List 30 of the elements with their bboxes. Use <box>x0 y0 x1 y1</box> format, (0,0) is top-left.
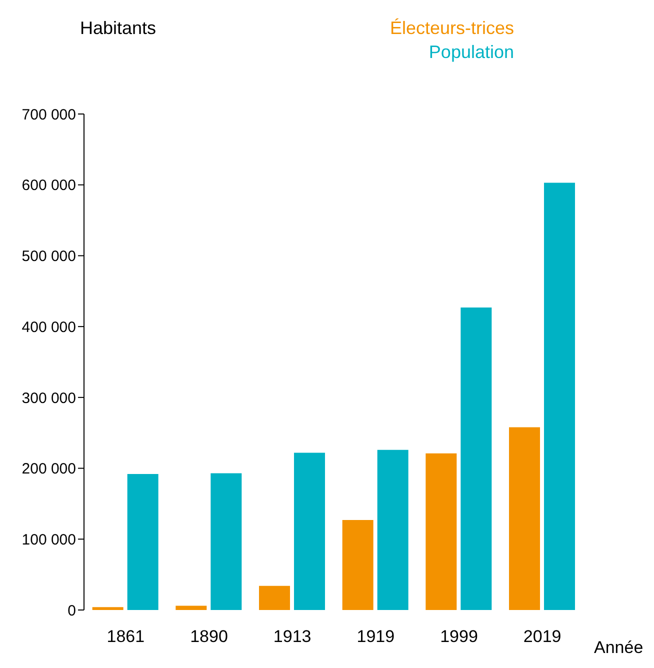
bar <box>544 182 575 610</box>
bar <box>210 473 242 610</box>
y-tick-label: 0 <box>68 602 76 620</box>
bar <box>294 452 325 610</box>
y-tick-label: 600 000 <box>22 177 76 194</box>
x-tick-label: 1890 <box>190 627 228 646</box>
bar <box>259 586 290 610</box>
x-axis-title: Année <box>594 638 644 658</box>
bar <box>92 607 124 610</box>
bar <box>176 606 207 610</box>
x-tick-label: 1919 <box>356 627 395 646</box>
x-tick-label: 1999 <box>440 627 478 646</box>
x-tick-label: 1861 <box>106 627 145 646</box>
text: Électeurs-trices <box>390 18 514 38</box>
y-axis-title: Habitants <box>80 18 156 39</box>
bar <box>342 520 374 610</box>
x-tick-label: 1913 <box>273 627 312 646</box>
y-tick-label: 200 000 <box>22 460 76 478</box>
bar <box>377 450 408 610</box>
bar <box>509 427 540 610</box>
y-tick-label: 500 000 <box>22 248 76 266</box>
text: Population <box>428 41 514 64</box>
y-tick-label: 100 000 <box>22 531 76 548</box>
bar <box>127 474 158 610</box>
y-tick-label: 300 000 <box>22 390 76 407</box>
y-tick-label: 400 000 <box>22 318 76 336</box>
bar <box>460 307 492 610</box>
bar <box>426 453 457 610</box>
x-tick-label: 2019 <box>523 627 562 646</box>
y-tick-label: 700 000 <box>22 106 76 124</box>
